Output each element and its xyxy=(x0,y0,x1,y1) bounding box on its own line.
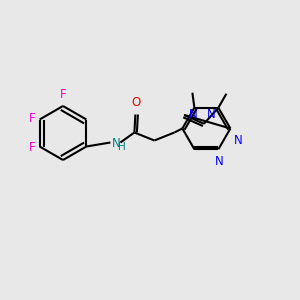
Text: F: F xyxy=(29,141,36,154)
Text: N: N xyxy=(111,137,120,150)
Text: N: N xyxy=(233,134,242,146)
Text: O: O xyxy=(132,97,141,110)
Text: F: F xyxy=(29,112,36,125)
Text: F: F xyxy=(60,88,66,101)
Text: N: N xyxy=(207,108,216,121)
Text: H: H xyxy=(118,142,126,152)
Text: N: N xyxy=(215,155,224,168)
Text: N: N xyxy=(189,109,198,122)
